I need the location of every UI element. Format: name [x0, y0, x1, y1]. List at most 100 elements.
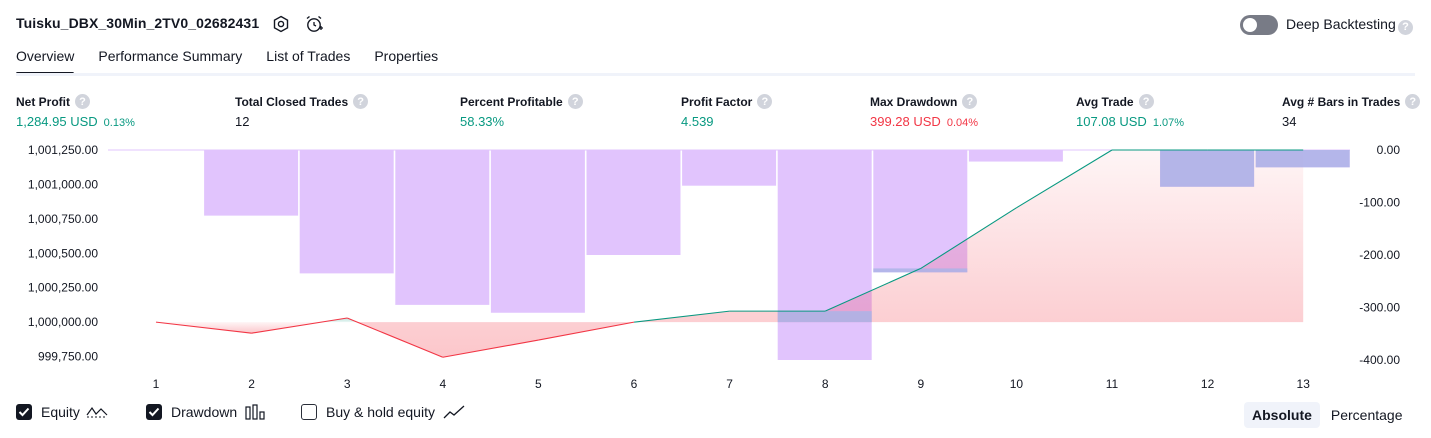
deep-backtesting-toggle[interactable]: [1240, 15, 1278, 35]
drawdown-bar-overlap: [1255, 150, 1350, 168]
metric-value: 1,284.95 USD: [16, 114, 98, 129]
drawdown-bar-overlap: [1160, 150, 1255, 187]
drawdown-bar[interactable]: [777, 150, 872, 360]
right-axis-tick: -200.00: [1359, 248, 1400, 262]
report-tabs: Overview Performance Summary List of Tra…: [16, 48, 462, 75]
drawdown-bar-overlap: [873, 268, 968, 273]
help-icon[interactable]: ?: [962, 94, 978, 109]
tab-properties[interactable]: Properties: [374, 48, 439, 64]
help-icon[interactable]: ?: [1398, 19, 1413, 35]
metric-value: 4.539: [681, 114, 714, 129]
drawdown-bar-overlap: [777, 311, 872, 323]
tab-list-of-trades[interactable]: List of Trades: [266, 48, 351, 64]
metric-label: Max Drawdown: [870, 94, 958, 109]
left-axis-tick: 1,000,250.00: [28, 281, 98, 295]
buy-hold-checkbox[interactable]: [301, 404, 317, 420]
metric-value: 34: [1282, 114, 1297, 129]
x-axis-tick: 5: [535, 377, 542, 391]
legend-buy-hold[interactable]: Buy & hold equity: [301, 404, 465, 420]
metric-value: 107.08 USD: [1076, 114, 1147, 129]
absolute-button[interactable]: Absolute: [1244, 402, 1320, 428]
help-icon[interactable]: ?: [75, 94, 90, 109]
x-axis-tick: 13: [1297, 377, 1311, 391]
deep-backtesting-label: Deep Backtesting: [1286, 16, 1396, 32]
right-axis-tick: -100.00: [1359, 196, 1400, 210]
drawdown-label: Drawdown: [171, 404, 238, 420]
left-axis-tick: 1,001,000.00: [28, 177, 98, 191]
help-icon[interactable]: ?: [1405, 94, 1421, 109]
drawdown-bar[interactable]: [968, 150, 1063, 162]
right-axis-tick: -400.00: [1359, 353, 1400, 367]
help-icon[interactable]: ?: [353, 94, 369, 109]
tab-overview[interactable]: Overview: [16, 48, 75, 75]
strategy-title: Tuisku_DBX_30Min_2TV0_02682431: [16, 15, 260, 31]
toggle-knob: [1243, 18, 1257, 32]
drawdown-bar[interactable]: [682, 150, 777, 186]
metric-percent: 1.07%: [1152, 117, 1185, 129]
equity-checkbox[interactable]: [16, 404, 32, 420]
metric-percent: 0.13%: [103, 117, 135, 129]
metric-label: Total Closed Trades: [235, 94, 349, 109]
help-icon[interactable]: ?: [1138, 94, 1154, 109]
metric-avg-trade: Avg Trade? 107.08 USD 1.07%: [1076, 94, 1184, 129]
legend-drawdown[interactable]: Drawdown: [146, 404, 267, 420]
x-axis-tick: 6: [631, 377, 638, 391]
equity-label: Equity: [41, 404, 80, 420]
metric-value: 399.28 USD: [870, 114, 941, 129]
metric-value: 58.33%: [460, 114, 505, 129]
x-axis-tick: 4: [439, 377, 446, 391]
equity-line-segment[interactable]: [824, 267, 922, 312]
equity-drawdown-chart[interactable]: 1,001,250.00 1,001,000.00 1,000,750.00 1,00…: [0, 140, 1431, 400]
drawdown-checkbox[interactable]: [146, 404, 162, 420]
left-axis-tick: 1,001,250.00: [28, 143, 98, 157]
x-axis-tick: 10: [1010, 377, 1024, 391]
legend-equity[interactable]: Equity: [16, 404, 108, 420]
tab-performance-summary[interactable]: Performance Summary: [98, 48, 243, 64]
metric-label: Profit Factor: [681, 94, 753, 109]
left-axis-tick: 999,750.00: [38, 350, 98, 364]
equity-line-segment[interactable]: [538, 321, 635, 341]
help-icon[interactable]: ?: [567, 94, 583, 109]
equity-line-segment[interactable]: [442, 339, 539, 358]
right-axis-tick: 0.00: [1377, 143, 1401, 157]
metric-net-profit: Net Profit? 1,284.95 USD 0.13%: [16, 94, 135, 129]
left-axis-tick: 1,000,500.00: [28, 246, 98, 260]
metric-label: Percent Profitable: [460, 94, 563, 109]
metric-label: Avg Trade: [1076, 94, 1134, 109]
drawdown-bar[interactable]: [299, 150, 394, 274]
left-axis-tick: 1,000,000.00: [28, 315, 98, 329]
trend-line-icon: [443, 405, 465, 419]
metric-percent-profitable: Percent Profitable? 58.33%: [460, 94, 583, 129]
x-axis-tick: 11: [1106, 377, 1119, 391]
metric-percent: 0.04%: [946, 117, 979, 129]
right-axis-tick: -300.00: [1359, 301, 1400, 315]
view-mode-toggle: Absolute Percentage: [1244, 402, 1411, 428]
drawdown-bar[interactable]: [204, 150, 299, 216]
drawdown-bar[interactable]: [586, 150, 681, 255]
metric-max-drawdown: Max Drawdown? 399.28 USD 0.04%: [870, 94, 978, 129]
metric-value: 12: [235, 114, 250, 129]
equity-line-segment[interactable]: [251, 317, 348, 334]
bar-chart-icon: [245, 404, 265, 420]
x-axis-tick: 9: [917, 377, 924, 391]
x-axis-tick: 12: [1201, 377, 1215, 391]
metric-label: Net Profit: [16, 94, 70, 109]
equity-line-icon: [86, 406, 108, 418]
settings-icon[interactable]: [270, 13, 292, 35]
help-icon[interactable]: ?: [757, 94, 773, 109]
equity-line-segment[interactable]: [1016, 149, 1113, 209]
metric-profit-factor: Profit Factor? 4.539: [681, 94, 773, 129]
tabs-divider: [16, 73, 1415, 76]
left-axis-tick: 1,000,750.00: [28, 212, 98, 226]
equity-line-segment[interactable]: [346, 317, 444, 358]
metric-total-closed-trades: Total Closed Trades? 12: [235, 94, 369, 129]
percentage-button[interactable]: Percentage: [1330, 407, 1403, 423]
equity-line-segment[interactable]: [633, 310, 730, 323]
alarm-add-icon[interactable]: [303, 13, 325, 35]
equity-line-segment[interactable]: [155, 321, 252, 334]
equity-line-segment[interactable]: [920, 207, 1017, 269]
drawdown-bar[interactable]: [490, 150, 585, 313]
x-axis-tick: 3: [344, 377, 351, 391]
x-axis-tick: 7: [726, 377, 733, 391]
drawdown-bar[interactable]: [395, 150, 490, 305]
